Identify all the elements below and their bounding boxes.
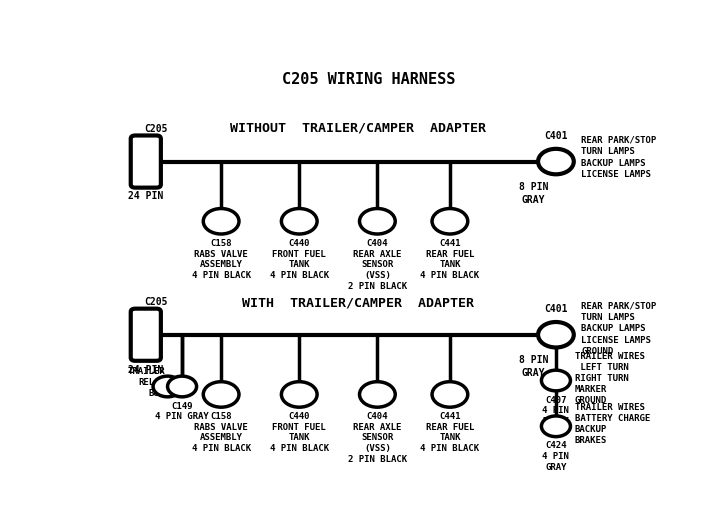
Circle shape: [359, 382, 395, 407]
Circle shape: [538, 322, 574, 347]
Text: C440
FRONT FUEL
TANK
4 PIN BLACK: C440 FRONT FUEL TANK 4 PIN BLACK: [270, 239, 329, 280]
Text: WITH  TRAILER/CAMPER  ADAPTER: WITH TRAILER/CAMPER ADAPTER: [242, 296, 474, 309]
Circle shape: [203, 382, 239, 407]
Circle shape: [168, 376, 197, 397]
Text: C441
REAR FUEL
TANK
4 PIN BLACK: C441 REAR FUEL TANK 4 PIN BLACK: [420, 239, 480, 280]
Text: C158
RABS VALVE
ASSEMBLY
4 PIN BLACK: C158 RABS VALVE ASSEMBLY 4 PIN BLACK: [192, 412, 251, 453]
Circle shape: [541, 370, 570, 391]
Text: C404
REAR AXLE
SENSOR
(VSS)
2 PIN BLACK: C404 REAR AXLE SENSOR (VSS) 2 PIN BLACK: [348, 239, 407, 291]
Text: C441
REAR FUEL
TANK
4 PIN BLACK: C441 REAR FUEL TANK 4 PIN BLACK: [420, 412, 480, 453]
Circle shape: [538, 149, 574, 174]
Text: C440
FRONT FUEL
TANK
4 PIN BLACK: C440 FRONT FUEL TANK 4 PIN BLACK: [270, 412, 329, 453]
Circle shape: [432, 208, 468, 234]
Text: C407
4 PIN
BLACK: C407 4 PIN BLACK: [542, 396, 570, 426]
Circle shape: [282, 382, 317, 407]
Text: C149
4 PIN GRAY: C149 4 PIN GRAY: [156, 402, 209, 421]
Circle shape: [359, 208, 395, 234]
Text: C424
4 PIN
GRAY: C424 4 PIN GRAY: [542, 442, 570, 472]
Text: 24 PIN: 24 PIN: [128, 191, 163, 202]
Circle shape: [432, 382, 468, 407]
Text: 8 PIN
GRAY: 8 PIN GRAY: [519, 183, 549, 205]
Text: WITHOUT  TRAILER/CAMPER  ADAPTER: WITHOUT TRAILER/CAMPER ADAPTER: [230, 121, 486, 134]
Text: C401: C401: [544, 131, 567, 141]
FancyBboxPatch shape: [131, 309, 161, 361]
Text: TRAILER WIRES
BATTERY CHARGE
BACKUP
BRAKES: TRAILER WIRES BATTERY CHARGE BACKUP BRAK…: [575, 403, 650, 446]
Text: C205 WIRING HARNESS: C205 WIRING HARNESS: [282, 72, 456, 87]
Text: 24 PIN: 24 PIN: [128, 364, 163, 375]
Text: TRAILER
RELAY
BOX: TRAILER RELAY BOX: [127, 367, 165, 398]
Text: C205: C205: [144, 297, 168, 307]
Text: TRAILER WIRES
 LEFT TURN
RIGHT TURN
MARKER
GROUND: TRAILER WIRES LEFT TURN RIGHT TURN MARKE…: [575, 352, 645, 405]
FancyBboxPatch shape: [131, 135, 161, 188]
Text: REAR PARK/STOP
TURN LAMPS
BACKUP LAMPS
LICENSE LAMPS
GROUND: REAR PARK/STOP TURN LAMPS BACKUP LAMPS L…: [581, 301, 657, 356]
Text: C158
RABS VALVE
ASSEMBLY
4 PIN BLACK: C158 RABS VALVE ASSEMBLY 4 PIN BLACK: [192, 239, 251, 280]
Circle shape: [203, 208, 239, 234]
Circle shape: [541, 416, 570, 437]
Circle shape: [282, 208, 317, 234]
Text: C205: C205: [144, 124, 168, 134]
Text: C404
REAR AXLE
SENSOR
(VSS)
2 PIN BLACK: C404 REAR AXLE SENSOR (VSS) 2 PIN BLACK: [348, 412, 407, 464]
Text: C401: C401: [544, 304, 567, 314]
Text: REAR PARK/STOP
TURN LAMPS
BACKUP LAMPS
LICENSE LAMPS: REAR PARK/STOP TURN LAMPS BACKUP LAMPS L…: [581, 136, 657, 179]
Circle shape: [153, 376, 182, 397]
Text: 8 PIN
GRAY: 8 PIN GRAY: [519, 355, 549, 378]
